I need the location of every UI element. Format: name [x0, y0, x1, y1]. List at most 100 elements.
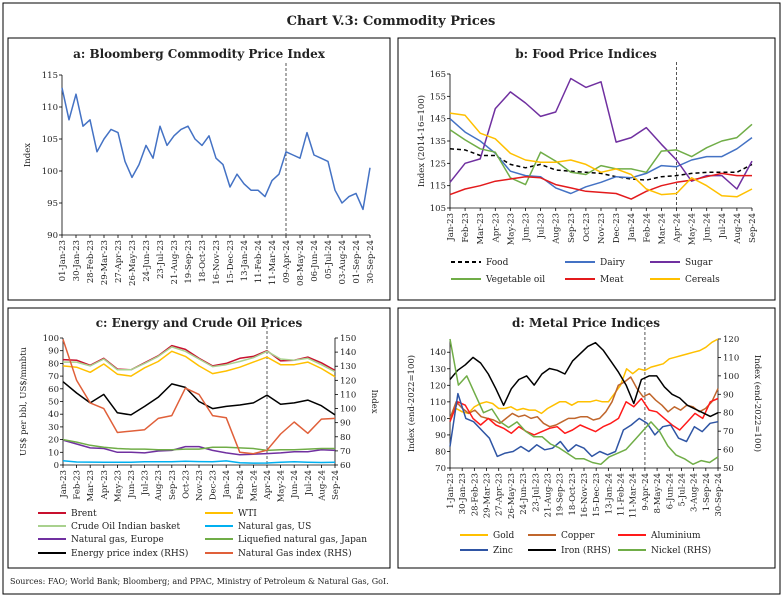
- panel-b-frame: [397, 37, 776, 301]
- x-tick-label: Jun-24: [703, 213, 713, 242]
- series-line-zinc: [449, 392, 719, 458]
- legend-label: Cereals: [685, 275, 720, 285]
- x-tick-label: 15-Dec-23: [592, 473, 602, 517]
- y-tick-label: 70: [435, 464, 446, 474]
- y-tick-label: 95: [47, 199, 58, 209]
- x-tick-label: May-23: [506, 213, 516, 245]
- legend-label: Nickel (RHS): [651, 545, 711, 556]
- x-tick-label: 05-Jul-24: [324, 240, 334, 279]
- x-tick-label: Sep-24: [331, 470, 341, 500]
- y-right-tick-label: 100: [723, 372, 739, 382]
- y-axis-right-label: Index (end-2022=100): [752, 355, 763, 452]
- x-tick-label: Aug-23: [552, 213, 562, 245]
- x-tick-label: 16-Nov-23: [212, 240, 222, 285]
- series-line-index: [61, 87, 371, 211]
- x-tick-label: 11-Mar-24: [629, 473, 639, 518]
- chart-panel-b: b: Food Price Indices 105 115 125 135 145 155 1…: [416, 47, 758, 285]
- series-line-gold: [449, 338, 719, 419]
- y-tick-label: 165: [430, 70, 446, 80]
- y-tick-label: 140: [430, 348, 446, 358]
- x-tick-label: 6-Jun-24: [665, 473, 675, 509]
- y-tick-label: 120: [430, 381, 446, 391]
- y-axis-label: Index (2014-16=100): [416, 95, 427, 187]
- y-tick-label: 115: [430, 182, 446, 192]
- legend-label: Natural Gas index (RHS): [238, 548, 352, 559]
- x-tick-label: 23-Jul-23: [531, 473, 541, 512]
- series-line-copper: [449, 376, 719, 428]
- x-tick-label: 1-Sep-24: [702, 473, 712, 511]
- panel-a-frame: [7, 37, 391, 301]
- y-right-tick-label: 60: [340, 461, 351, 471]
- series-line-natural-gas-index-rhs-: [62, 339, 336, 455]
- x-tick-label: Apr-23: [100, 470, 110, 500]
- x-tick-label: Apr-23: [491, 213, 501, 243]
- x-tick-label: 28-Feb-23: [470, 473, 480, 516]
- y-tick-label: 110: [42, 103, 58, 113]
- y-tick-label: 30: [48, 423, 59, 433]
- y-axis-label: Index (end-2022=100): [406, 355, 417, 452]
- y-axis-right-label: Index: [369, 389, 379, 413]
- x-tick-label: Aug-23: [154, 470, 164, 502]
- chart-panel-d: d: Metal Price Indices 70 80 90 100 110 120 130…: [406, 316, 763, 556]
- x-tick-label: Jun-24: [290, 470, 300, 499]
- x-tick-label: 30-Sep-24: [366, 240, 376, 284]
- legend-label: Natural gas, US: [238, 522, 311, 532]
- series-line-meat: [449, 172, 752, 200]
- y-right-tick-label: 140: [340, 348, 356, 358]
- x-tick-label: Dec-23: [612, 213, 622, 243]
- x-tick-label: Mar-23: [86, 470, 96, 502]
- legend-label: Iron (RHS): [561, 545, 611, 556]
- y-tick-label: 125: [430, 159, 446, 169]
- y-right-tick-label: 150: [340, 334, 356, 344]
- panel-title: d: Metal Price Indices: [512, 316, 660, 330]
- legend-label: Food: [486, 258, 509, 268]
- x-tick-label: Jul-23: [141, 470, 151, 496]
- y-tick-label: 105: [430, 204, 446, 214]
- x-tick-label: 11-Mar-24: [268, 240, 278, 285]
- x-tick-label: Jun-23: [522, 213, 532, 242]
- x-tick-label: 18-Oct-23: [568, 473, 578, 516]
- x-tick-label: 24-Jun-23: [519, 473, 529, 515]
- x-tick-label: 19-Sep-23: [556, 473, 566, 517]
- y-tick-label: 100: [430, 414, 446, 424]
- panel-d-frame: [397, 307, 776, 569]
- x-tick-label: 3-Aug-24: [690, 473, 700, 512]
- y-right-tick-label: 90: [723, 390, 734, 400]
- y-tick-label: 115: [42, 71, 58, 81]
- x-tick-label: Feb-24: [642, 213, 652, 243]
- x-tick-label: May-24: [277, 470, 287, 502]
- y-tick-label: 90: [47, 231, 58, 241]
- legend-label: Dairy: [600, 258, 626, 268]
- panel-title: c: Energy and Crude Oil Prices: [96, 316, 303, 330]
- x-tick-label: Jul-24: [718, 213, 728, 239]
- y-right-tick-label: 100: [340, 405, 356, 415]
- y-tick-label: 80: [435, 447, 446, 457]
- x-tick-label: Mar-24: [657, 213, 667, 245]
- x-tick-label: Aug-24: [733, 213, 743, 245]
- y-tick-label: 50: [48, 398, 59, 408]
- x-tick-label: 15-Dec-23: [226, 240, 236, 284]
- panel-title: a: Bloomberg Commodity Price Index: [73, 47, 326, 61]
- x-tick-label: 27-Apr-23: [495, 473, 505, 516]
- y-axis-label: Index: [23, 143, 33, 167]
- x-tick-label: 16-Nov-23: [580, 473, 590, 518]
- series-line-natural-gas-us: [62, 460, 336, 464]
- legend-label: Copper: [561, 531, 595, 541]
- chart-panel-a: a: Bloomberg Commodity Price Index 90 95 10…: [23, 47, 376, 286]
- x-tick-label: 1-Jan-23: [446, 473, 456, 509]
- y-tick-label: 60: [48, 385, 59, 395]
- source-note: Sources: FAO; World Bank; Bloomberg; and…: [10, 577, 389, 586]
- x-tick-label: 19-Sep-23: [184, 240, 194, 284]
- x-tick-label: 21-Aug-23: [543, 473, 553, 517]
- x-tick-label: 29-Mar-23: [483, 473, 493, 518]
- x-tick-label: 11-Feb-24: [254, 240, 264, 283]
- series-line-liquefied-natural-gas-japan: [62, 438, 335, 452]
- y-tick-label: 70: [48, 372, 59, 382]
- x-tick-label: 13-Jan-24: [240, 240, 250, 281]
- y-right-tick-label: 70: [340, 447, 351, 457]
- x-tick-label: Jan-23: [59, 470, 69, 499]
- y-axis-label: US$ per bbl, US$/mmbtu: [19, 346, 29, 456]
- x-tick-label: 13-Jan-24: [604, 473, 614, 514]
- x-tick-label: 09-Apr-24: [282, 240, 292, 283]
- legend-label: Liquefied natural gas, Japan: [238, 535, 367, 545]
